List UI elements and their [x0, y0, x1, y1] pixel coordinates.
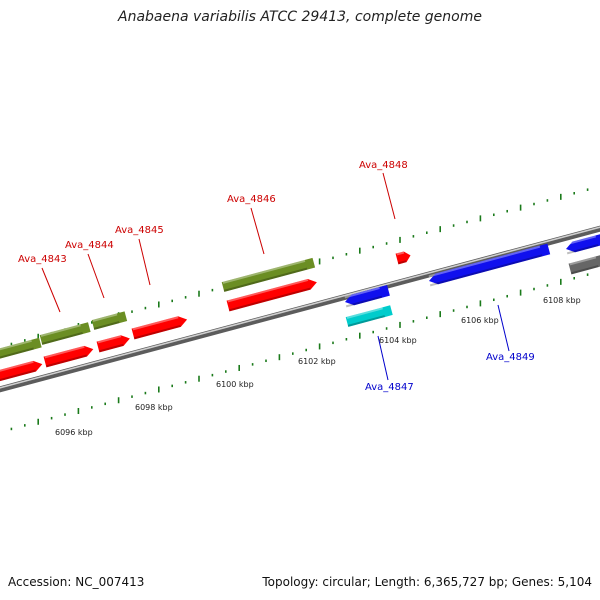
gene-red[interactable]	[0, 359, 44, 383]
leader-ava-4844	[87, 253, 105, 299]
leader-ava-4846	[250, 207, 265, 255]
gene-label-ava-4844[interactable]: Ava_4844	[65, 240, 114, 251]
gene-red[interactable]	[43, 344, 95, 368]
gene-blue[interactable]	[344, 285, 390, 308]
gene-cyan[interactable]	[345, 305, 393, 327]
genome-backbone	[0, 225, 600, 393]
coord-label: 6100 kbp	[216, 380, 254, 389]
coord-label: 6106 kbp	[461, 316, 499, 325]
leader-ava-4847	[377, 335, 389, 381]
coord-label: 6104 kbp	[379, 336, 417, 345]
gene-red[interactable]	[96, 333, 132, 353]
gene-labels: Ava_4843 Ava_4844 Ava_4845 Ava_4846 Ava_…	[18, 160, 535, 393]
gene-gray[interactable]	[568, 254, 600, 275]
gene-red[interactable]	[131, 314, 189, 340]
leader-ava-4845	[138, 238, 151, 286]
genome-summary-text: Topology: circular; Length: 6,365,727 bp…	[262, 575, 592, 589]
gene-features	[0, 233, 600, 383]
gene-label-ava-4843[interactable]: Ava_4843	[18, 254, 67, 265]
coord-label: 6108 kbp	[543, 296, 581, 305]
gene-label-ava-4848[interactable]: Ava_4848	[359, 160, 408, 171]
gene-label-ava-4847[interactable]: Ava_4847	[365, 382, 414, 393]
gene-label-ava-4845[interactable]: Ava_4845	[115, 225, 164, 236]
genome-title: Anabaena variabilis ATCC 29413, complete…	[118, 9, 482, 25]
gene-blue[interactable]	[428, 243, 551, 287]
gene-blue[interactable]	[565, 233, 600, 255]
label-leaders	[41, 172, 510, 381]
coord-label: 6096 kbp	[55, 428, 93, 437]
gene-olive[interactable]	[221, 257, 316, 292]
leader-ava-4848	[382, 172, 396, 220]
leader-ava-4843	[41, 267, 61, 313]
gene-label-ava-4849[interactable]: Ava_4849	[486, 352, 535, 363]
accession-text: Accession: NC_007413	[8, 575, 145, 589]
coordinate-labels: 6096 kbp 6098 kbp 6100 kbp 6102 kbp 6104…	[55, 296, 581, 437]
gene-label-ava-4846[interactable]: Ava_4846	[227, 194, 276, 205]
gene-olive[interactable]	[39, 322, 91, 345]
gene-red[interactable]	[395, 250, 412, 265]
coord-label: 6102 kbp	[298, 357, 336, 366]
leader-ava-4849	[497, 304, 510, 352]
gene-olive[interactable]	[0, 337, 42, 360]
gene-red[interactable]	[226, 277, 319, 312]
gene-olive[interactable]	[91, 311, 128, 330]
coord-label: 6098 kbp	[135, 403, 173, 412]
